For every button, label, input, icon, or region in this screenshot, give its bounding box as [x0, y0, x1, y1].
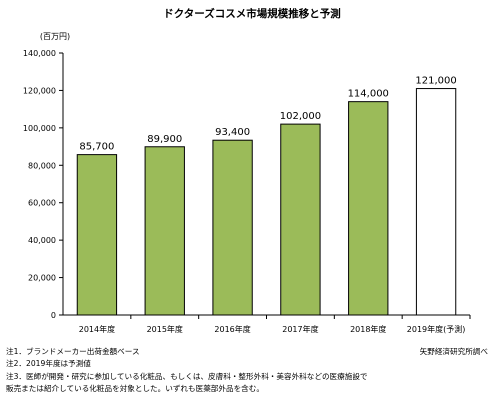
note-row-4: 販売または紹介している化粧品を対象とした。いずれも医薬部外品を含む。 — [6, 383, 488, 395]
y-tick-label: 0 — [51, 311, 56, 320]
y-tick-label: 40,000 — [28, 236, 56, 245]
data-bar — [280, 123, 321, 316]
x-category-label: 2014年度 — [79, 324, 115, 334]
x-category-label: 2019年度(予測) — [407, 324, 466, 334]
note-row-1: 注1．ブランドメーカー出荷金額ベース 矢野経済研究所調べ — [6, 346, 488, 358]
forecast-bar — [415, 88, 457, 316]
footnotes: 注1．ブランドメーカー出荷金額ベース 矢野経済研究所調べ 注2．2019年度は予… — [6, 346, 488, 395]
bars — [76, 88, 457, 316]
y-tick-label: 120,000 — [23, 86, 56, 95]
data-bar — [348, 101, 389, 316]
y-tick-label: 100,000 — [23, 124, 56, 133]
y-tick-label: 140,000 — [23, 49, 56, 58]
bar-value-label: 121,000 — [415, 76, 456, 87]
note-row-3: 注3．医師が開発・研究に参加している化粧品、もしくは、皮膚科・整形外科・美容外科… — [6, 371, 488, 383]
labels: 85,700 2014年度 89,900 2015年度 93,400 2016年度 102,… — [79, 76, 466, 334]
x-category-label: 2015年度 — [147, 324, 183, 334]
data-bar — [212, 139, 253, 316]
note-3: 注3．医師が開発・研究に参加している化粧品、もしくは、皮膚科・整形外科・美容外科… — [6, 371, 368, 381]
bar-value-label: 85,700 — [79, 142, 114, 153]
note-4: 販売または紹介している化粧品を対象とした。いずれも医薬部外品を含む。 — [6, 383, 264, 393]
y-axis-unit-label: (百万円) — [40, 32, 70, 41]
source-credit: 矢野経済研究所調べ — [419, 347, 488, 356]
data-bar — [76, 154, 118, 316]
x-category-label: 2017年度 — [282, 324, 318, 334]
data-bar — [144, 146, 185, 316]
x-category-label: 2016年度 — [214, 324, 250, 334]
note-1: 注1．ブランドメーカー出荷金額ベース — [6, 347, 140, 356]
chart-title: ドクターズコスメ市場規模推移と予測 — [163, 7, 341, 20]
y-tick-label: 20,000 — [28, 274, 56, 283]
bar-value-label: 102,000 — [280, 111, 321, 122]
x-category-label: 2018年度 — [350, 324, 386, 334]
chart-area: ドクターズコスメ市場規模推移と予測 (百万円) 0 20,000 40,000 60,… — [23, 7, 471, 334]
bar-value-label: 89,900 — [147, 134, 182, 145]
note-2: 注2．2019年度は予測値 — [6, 359, 91, 369]
note-row-2: 注2．2019年度は予測値 — [6, 358, 488, 370]
axes: 0 20,000 40,000 60,000 80,000 100,000 120,000 1… — [23, 49, 471, 320]
bar-value-label: 114,000 — [348, 89, 389, 100]
y-tick-label: 80,000 — [28, 161, 56, 170]
bar-value-label: 93,400 — [215, 127, 250, 138]
y-tick-label: 60,000 — [28, 199, 56, 208]
